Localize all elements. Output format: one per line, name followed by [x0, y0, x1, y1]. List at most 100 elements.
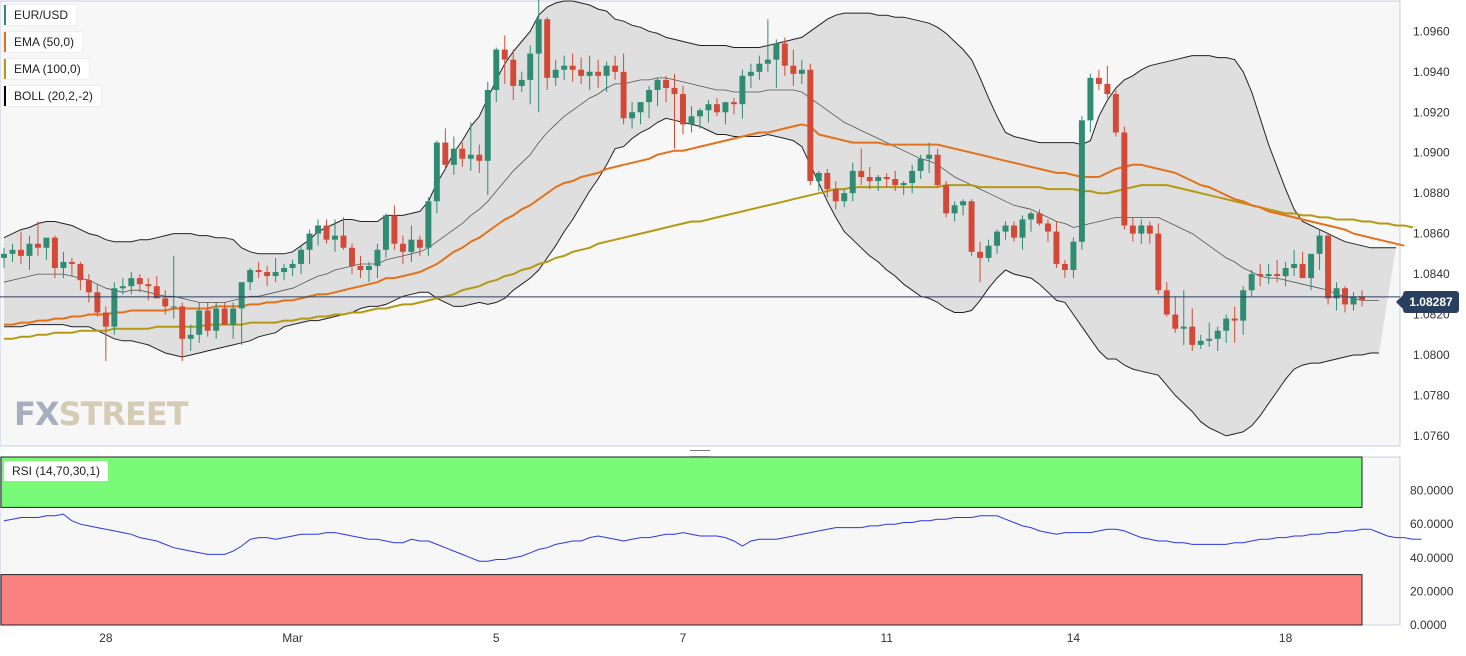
current-price-tag: 1.08287	[1396, 291, 1459, 313]
candle-body	[680, 94, 686, 125]
candle	[1333, 282, 1340, 311]
legend-ema100: EMA (100,0)	[4, 59, 89, 79]
candle-body	[213, 308, 220, 331]
candle-body	[849, 170, 856, 194]
candle-body	[561, 65, 568, 70]
candle-body	[255, 270, 262, 273]
pane-resize-handle[interactable]	[690, 450, 710, 457]
candle-body	[909, 170, 916, 184]
candle-body	[153, 286, 160, 299]
candle-body	[68, 261, 75, 264]
candle-body	[586, 71, 593, 76]
candle-body	[221, 308, 228, 325]
candle-body	[892, 179, 899, 186]
candle-body	[1197, 340, 1204, 345]
candle	[349, 243, 355, 275]
candle-body	[824, 172, 831, 190]
time-axis-tick: 11	[880, 631, 893, 645]
candle	[1265, 263, 1272, 285]
candle	[501, 35, 508, 84]
candle-body	[136, 278, 143, 285]
candle	[119, 278, 126, 295]
candle-body	[535, 19, 542, 54]
candle	[476, 144, 483, 173]
candle-body	[399, 243, 406, 252]
candle-body	[349, 247, 355, 266]
candle-body	[340, 235, 347, 248]
candle-body	[832, 189, 839, 202]
candle	[943, 181, 950, 218]
candle-body	[1231, 318, 1238, 321]
candle	[739, 69, 746, 119]
candle-body	[315, 225, 322, 234]
candle	[713, 98, 720, 117]
candle	[781, 37, 788, 76]
candle	[1359, 290, 1365, 307]
candle	[416, 235, 423, 256]
candle	[1044, 219, 1051, 242]
candle	[1299, 251, 1306, 279]
candle-body	[934, 154, 941, 186]
candle-body	[1342, 288, 1348, 305]
bollinger-middle-line	[3, 77, 1379, 303]
candle-body	[247, 270, 254, 283]
time-axis-tick: 18	[1279, 631, 1293, 645]
legend-rsi-label: RSI (14,70,30,1)	[12, 464, 101, 478]
candle-body	[1078, 120, 1085, 242]
candle-body	[306, 233, 313, 250]
candle-body	[518, 79, 525, 86]
time-axis-tick: 5	[493, 631, 500, 645]
candle	[493, 47, 500, 103]
candle	[722, 102, 729, 125]
rsi-overbought-zone	[0, 456, 1363, 508]
candle	[603, 61, 610, 93]
candle	[187, 324, 194, 351]
candle	[332, 219, 338, 252]
candle	[281, 263, 288, 281]
rsi-line	[3, 513, 1422, 562]
candle	[790, 49, 797, 86]
candle-body	[1044, 223, 1051, 232]
candle-body	[51, 237, 58, 268]
candle	[688, 106, 695, 133]
candle-body	[94, 292, 101, 313]
candle-body	[1240, 290, 1247, 321]
candle	[399, 235, 406, 264]
price-axis-tick: 1.0920	[1413, 105, 1450, 119]
candle	[1231, 306, 1238, 343]
candle-body	[1350, 296, 1357, 305]
rsi-axis-tick: 40.0000	[1410, 551, 1454, 565]
candle	[586, 55, 593, 90]
candle	[535, 0, 542, 113]
candle	[230, 302, 237, 339]
candle-body	[1019, 219, 1026, 238]
candle-body	[926, 154, 933, 159]
candle-body	[951, 205, 958, 214]
candle-body	[196, 310, 203, 335]
candle	[450, 136, 457, 175]
candle-body	[646, 90, 653, 103]
candle	[917, 154, 924, 179]
candle-body	[332, 235, 338, 240]
candle	[323, 219, 330, 244]
candle	[255, 261, 262, 279]
candle	[646, 85, 653, 119]
candle	[298, 245, 305, 275]
candle	[1274, 259, 1281, 283]
candle	[247, 268, 254, 291]
candle	[1087, 73, 1094, 133]
candle-body	[1316, 235, 1323, 254]
candle	[1197, 334, 1204, 349]
rsi-axis-tick: 80.0000	[1410, 484, 1454, 498]
candle-body	[620, 71, 627, 119]
candle	[909, 164, 916, 194]
candle	[578, 57, 585, 84]
candle-body	[60, 261, 67, 268]
candle-body	[187, 334, 194, 339]
candle	[960, 199, 967, 216]
candle-body	[1325, 235, 1332, 299]
candle	[289, 259, 296, 277]
candle	[467, 122, 474, 171]
price-axis-tick: 1.0840	[1413, 267, 1450, 281]
candle-body	[1180, 326, 1187, 329]
